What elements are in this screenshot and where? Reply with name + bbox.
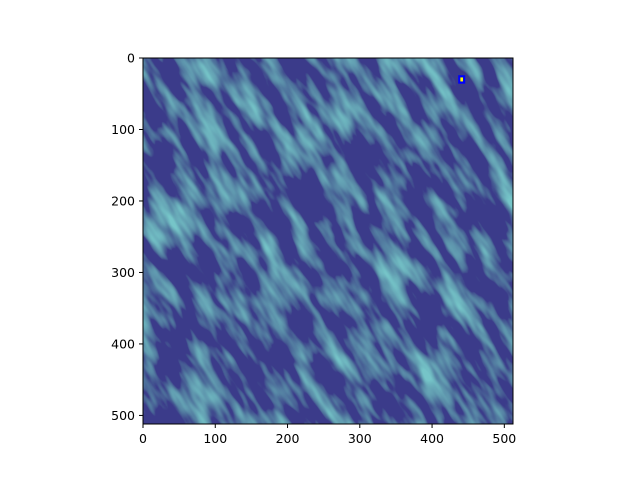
y-tick-label: 500 xyxy=(111,408,135,423)
x-axis: 0 100 200 300 400 500 xyxy=(139,424,516,446)
x-tick-label: 400 xyxy=(420,431,444,446)
x-tick-label: 500 xyxy=(492,431,516,446)
axes-frame xyxy=(142,57,514,425)
y-tick-label: 400 xyxy=(111,336,135,351)
highlight-marker xyxy=(458,75,466,84)
x-tick-label: 300 xyxy=(348,431,372,446)
x-tick-label: 200 xyxy=(276,431,300,446)
y-tick-label: 300 xyxy=(111,265,135,280)
y-tick-label: 100 xyxy=(111,122,135,137)
x-tick-label: 100 xyxy=(203,431,227,446)
y-tick-label: 0 xyxy=(127,51,135,66)
marker-inner-box xyxy=(460,77,463,82)
x-tick-label: 0 xyxy=(139,431,147,446)
y-axis: 0 100 200 300 400 500 xyxy=(111,51,143,423)
marker-outer-box xyxy=(458,75,466,84)
y-tick-label: 200 xyxy=(111,193,135,208)
